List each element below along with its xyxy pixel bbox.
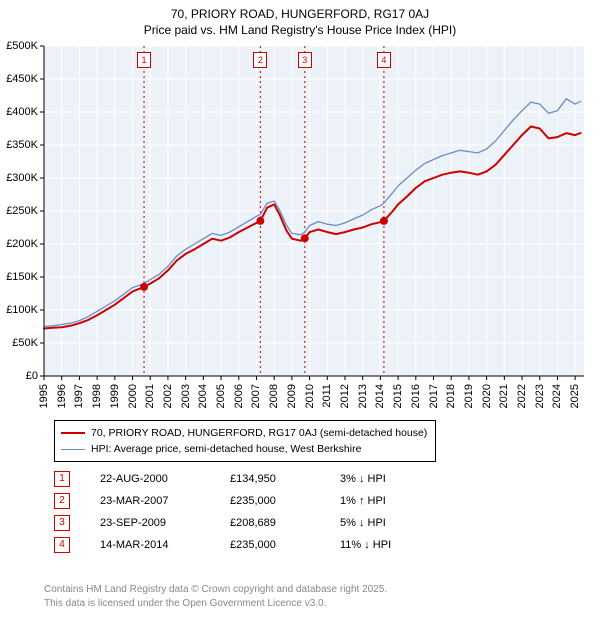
x-tick-label: 2014 bbox=[374, 384, 386, 408]
x-tick-label: 2009 bbox=[286, 384, 298, 408]
x-tick-label: 2018 bbox=[445, 384, 457, 408]
y-tick-label: £0 bbox=[26, 370, 38, 382]
transaction-pct: 5% ↓ HPI bbox=[340, 517, 450, 529]
y-tick-label: £350K bbox=[6, 139, 38, 151]
footer-line-1: Contains HM Land Registry data © Crown c… bbox=[44, 583, 387, 597]
sale-marker-4: 4 bbox=[377, 52, 391, 68]
transaction-pct: 1% ↑ HPI bbox=[340, 495, 450, 507]
x-axis: 1995199619971998199920002001200220032004… bbox=[44, 380, 584, 420]
x-tick-label: 2022 bbox=[516, 384, 528, 408]
transaction-row: 1 22-AUG-2000£134,9503% ↓ HPI bbox=[54, 468, 450, 490]
x-tick-label: 2023 bbox=[534, 384, 546, 408]
x-tick-label: 1998 bbox=[91, 384, 103, 408]
footer-line-2: This data is licensed under the Open Gov… bbox=[44, 597, 387, 611]
sale-marker-2: 2 bbox=[253, 52, 267, 68]
plot-svg bbox=[44, 46, 584, 376]
transaction-price: £235,000 bbox=[230, 539, 340, 551]
y-tick-label: £500K bbox=[6, 40, 38, 52]
legend-label: 70, PRIORY ROAD, HUNGERFORD, RG17 0AJ (s… bbox=[91, 427, 427, 439]
x-tick-label: 2000 bbox=[127, 384, 139, 408]
transaction-price: £208,689 bbox=[230, 517, 340, 529]
chart-area: 1 2 3 4 bbox=[44, 46, 584, 376]
transaction-date: 14-MAR-2014 bbox=[100, 539, 230, 551]
y-tick-label: £200K bbox=[6, 238, 38, 250]
x-tick-label: 2015 bbox=[392, 384, 404, 408]
x-tick-label: 1996 bbox=[56, 384, 68, 408]
transaction-date: 23-SEP-2009 bbox=[100, 517, 230, 529]
x-tick-label: 2012 bbox=[339, 384, 351, 408]
transaction-number: 2 bbox=[54, 493, 70, 509]
transaction-price: £235,000 bbox=[230, 495, 340, 507]
transaction-pct: 3% ↓ HPI bbox=[340, 473, 450, 485]
x-tick-label: 2019 bbox=[463, 384, 475, 408]
x-tick-label: 2003 bbox=[180, 384, 192, 408]
x-tick-label: 2010 bbox=[304, 384, 316, 408]
transaction-pct: 11% ↓ HPI bbox=[340, 539, 450, 551]
chart-container: 70, PRIORY ROAD, HUNGERFORD, RG17 0AJ Pr… bbox=[0, 0, 600, 620]
legend-swatch bbox=[61, 449, 85, 450]
x-tick-label: 1995 bbox=[38, 384, 50, 408]
title-line-2: Price paid vs. HM Land Registry's House … bbox=[0, 22, 600, 38]
transaction-number: 4 bbox=[54, 537, 70, 553]
y-tick-label: £450K bbox=[6, 73, 38, 85]
transaction-row: 2 23-MAR-2007£235,0001% ↑ HPI bbox=[54, 490, 450, 512]
x-tick-label: 2001 bbox=[144, 384, 156, 408]
legend-swatch bbox=[61, 432, 85, 434]
x-tick-label: 2020 bbox=[481, 384, 493, 408]
x-tick-label: 2024 bbox=[551, 384, 563, 408]
y-tick-label: £400K bbox=[6, 106, 38, 118]
legend-row: 70, PRIORY ROAD, HUNGERFORD, RG17 0AJ (s… bbox=[61, 425, 427, 441]
y-tick-label: £50K bbox=[12, 337, 38, 349]
transaction-number: 1 bbox=[54, 471, 70, 487]
x-tick-label: 1997 bbox=[73, 384, 85, 408]
transactions-table: 1 22-AUG-2000£134,9503% ↓ HPI 2 23-MAR-2007… bbox=[54, 468, 450, 556]
y-tick-label: £300K bbox=[6, 172, 38, 184]
sale-marker-1: 1 bbox=[137, 52, 151, 68]
x-tick-label: 2008 bbox=[268, 384, 280, 408]
x-tick-label: 2011 bbox=[321, 384, 333, 408]
sale-marker-3: 3 bbox=[298, 52, 312, 68]
x-tick-label: 2002 bbox=[162, 384, 174, 408]
x-tick-label: 2017 bbox=[428, 384, 440, 408]
y-tick-label: £250K bbox=[6, 205, 38, 217]
title-line-1: 70, PRIORY ROAD, HUNGERFORD, RG17 0AJ bbox=[0, 6, 600, 22]
legend-label: HPI: Average price, semi-detached house,… bbox=[91, 443, 361, 455]
legend-row: HPI: Average price, semi-detached house,… bbox=[61, 441, 427, 457]
transaction-row: 3 23-SEP-2009£208,6895% ↓ HPI bbox=[54, 512, 450, 534]
x-tick-label: 2021 bbox=[498, 384, 510, 408]
footer: Contains HM Land Registry data © Crown c… bbox=[44, 583, 387, 610]
x-tick-label: 2007 bbox=[250, 384, 262, 408]
transaction-date: 23-MAR-2007 bbox=[100, 495, 230, 507]
legend: 70, PRIORY ROAD, HUNGERFORD, RG17 0AJ (s… bbox=[54, 420, 436, 462]
y-tick-label: £150K bbox=[6, 271, 38, 283]
x-tick-label: 2013 bbox=[357, 384, 369, 408]
x-tick-label: 2006 bbox=[233, 384, 245, 408]
transaction-price: £134,950 bbox=[230, 473, 340, 485]
transaction-row: 4 14-MAR-2014£235,00011% ↓ HPI bbox=[54, 534, 450, 556]
transaction-number: 3 bbox=[54, 515, 70, 531]
x-tick-label: 1999 bbox=[109, 384, 121, 408]
y-tick-label: £100K bbox=[6, 304, 38, 316]
x-tick-label: 2005 bbox=[215, 384, 227, 408]
x-tick-label: 2004 bbox=[197, 384, 209, 408]
title-block: 70, PRIORY ROAD, HUNGERFORD, RG17 0AJ Pr… bbox=[0, 0, 600, 38]
x-tick-label: 2025 bbox=[569, 384, 581, 408]
x-tick-label: 2016 bbox=[410, 384, 422, 408]
y-axis: £0£50K£100K£150K£200K£250K£300K£350K£400… bbox=[0, 46, 40, 376]
transaction-date: 22-AUG-2000 bbox=[100, 473, 230, 485]
